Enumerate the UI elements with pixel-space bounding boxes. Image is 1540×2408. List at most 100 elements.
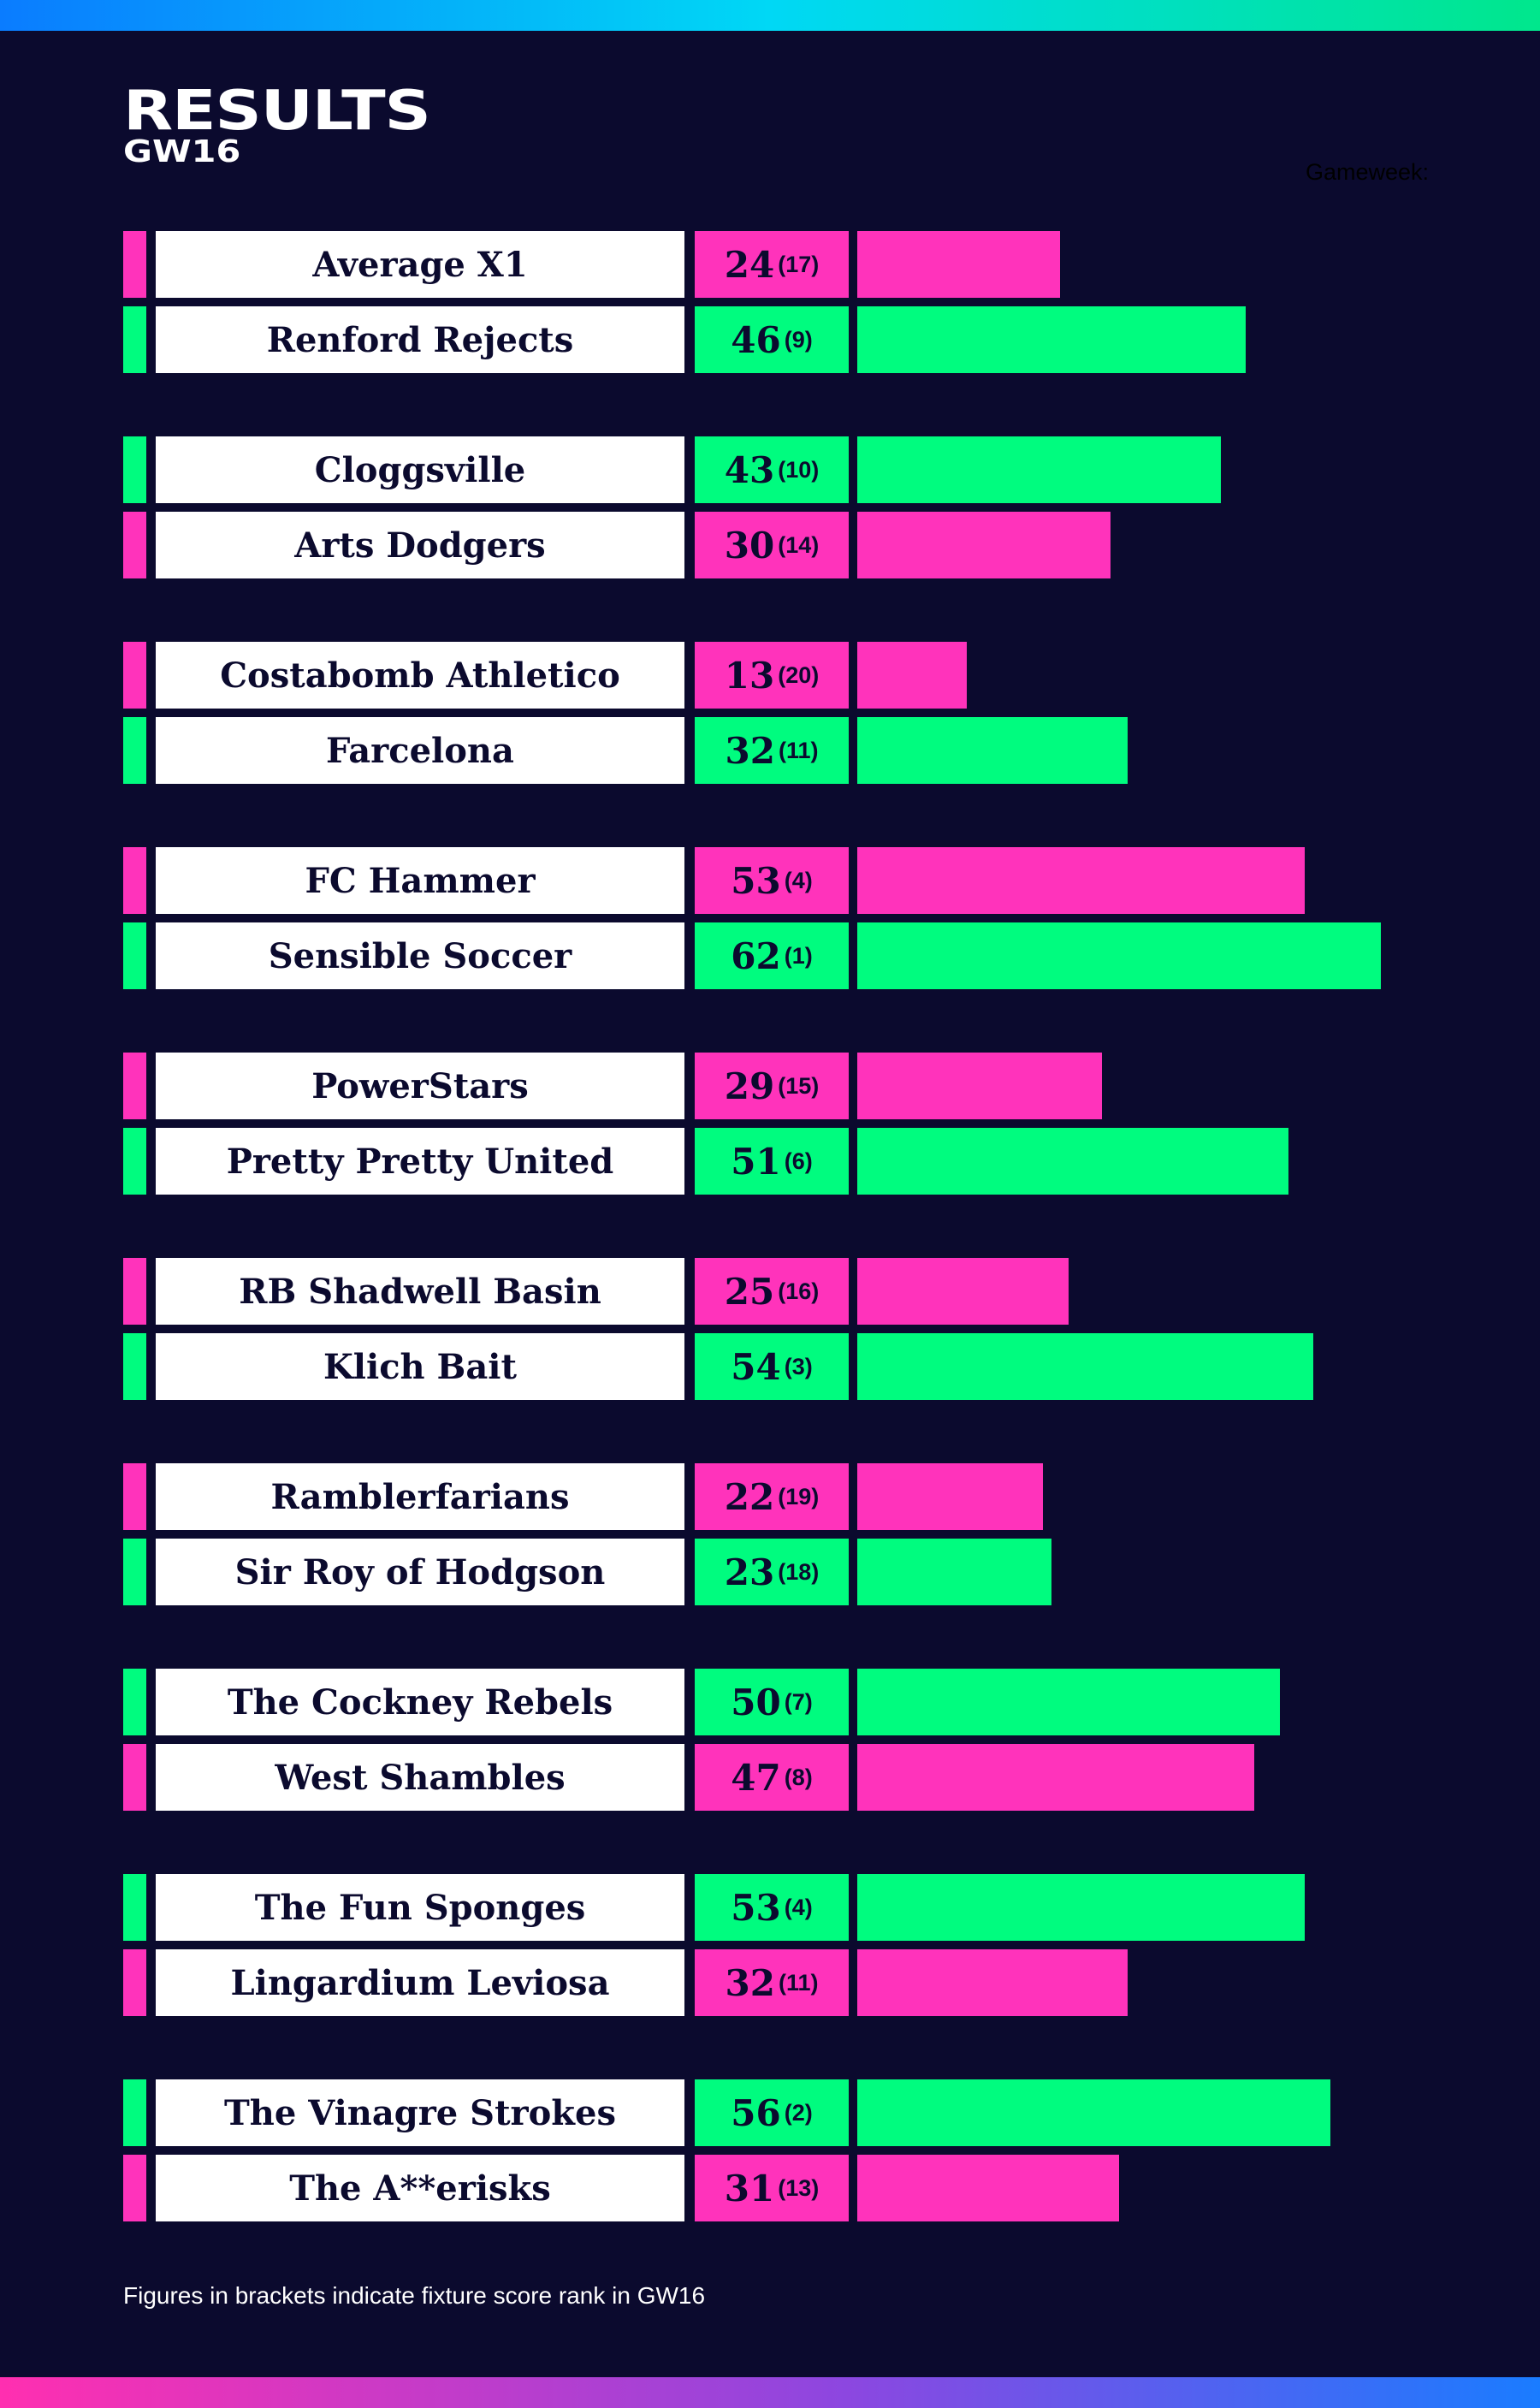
score-bar [857, 1053, 1102, 1119]
score-box: 31 (13) [695, 2155, 849, 2221]
team-row: The Vinagre Strokes 56 (2) [0, 2079, 1540, 2146]
score-box: 47 (8) [695, 1744, 849, 1811]
score-box: 13 (20) [695, 642, 849, 709]
score-value: 62 [731, 934, 781, 977]
team-name-box: The Fun Sponges [156, 1874, 684, 1941]
team-name: Klich Bait [323, 1346, 517, 1387]
gameweek-subtitle: GW16 [123, 134, 241, 169]
score-value: 53 [731, 859, 781, 902]
score-box: 62 (1) [695, 922, 849, 989]
team-row: Lingardium Leviosa 32 (11) [0, 1949, 1540, 2016]
score-rank: (8) [784, 1764, 813, 1790]
score-value: 30 [724, 524, 775, 566]
score-rank: (9) [784, 326, 813, 353]
score-box: 56 (2) [695, 2079, 849, 2146]
footnote: Figures in brackets indicate fixture sco… [123, 2282, 706, 2309]
result-swatch [123, 642, 146, 709]
result-swatch [123, 1258, 146, 1325]
score-rank: (7) [784, 1688, 813, 1715]
score-rank: (1) [784, 942, 813, 969]
score-rank: (6) [784, 1148, 813, 1174]
team-name-box: RB Shadwell Basin [156, 1258, 684, 1325]
score-rank: (17) [778, 251, 820, 277]
team-name-box: Cloggsville [156, 436, 684, 503]
score-value: 25 [724, 1270, 775, 1313]
score-bar [857, 512, 1111, 578]
result-swatch [123, 717, 146, 784]
score-rank: (3) [784, 1353, 813, 1379]
score-box: 54 (3) [695, 1333, 849, 1400]
score-box: 51 (6) [695, 1128, 849, 1195]
score-rank: (13) [778, 2174, 820, 2201]
team-name: Arts Dodgers [294, 525, 546, 566]
score-bar [857, 436, 1221, 503]
team-row: Average X1 24 (17) [0, 231, 1540, 298]
team-row: RB Shadwell Basin 25 (16) [0, 1258, 1540, 1325]
team-name-box: Costabomb Athletico [156, 642, 684, 709]
score-bar [857, 1333, 1313, 1400]
team-name: FC Hammer [305, 860, 536, 901]
score-rank: (10) [778, 456, 820, 483]
score-value: 24 [724, 243, 775, 286]
result-swatch [123, 2155, 146, 2221]
team-name-box: Farcelona [156, 717, 684, 784]
team-row: Sensible Soccer 62 (1) [0, 922, 1540, 989]
score-bar [857, 847, 1305, 914]
team-name: Pretty Pretty United [226, 1141, 614, 1182]
result-swatch [123, 1949, 146, 2016]
score-box: 50 (7) [695, 1669, 849, 1735]
team-row: The Cockney Rebels 50 (7) [0, 1669, 1540, 1735]
score-rank: (15) [778, 1072, 820, 1099]
score-value: 29 [724, 1065, 775, 1107]
score-rank: (11) [778, 1969, 819, 1996]
score-box: 25 (16) [695, 1258, 849, 1325]
score-box: 22 (19) [695, 1463, 849, 1530]
score-bar [857, 2079, 1330, 2146]
team-name: Sensible Soccer [268, 935, 572, 976]
score-rank: (2) [784, 2099, 813, 2126]
score-rank: (19) [778, 1483, 820, 1509]
team-name: PowerStars [311, 1065, 529, 1106]
score-bar [857, 1258, 1069, 1325]
score-value: 56 [731, 2091, 781, 2134]
team-row: Farcelona 32 (11) [0, 717, 1540, 784]
score-bar [857, 717, 1128, 784]
team-name-box: Renford Rejects [156, 306, 684, 373]
score-rank: (16) [778, 1278, 820, 1304]
score-box: 53 (4) [695, 1874, 849, 1941]
score-box: 46 (9) [695, 306, 849, 373]
gameweek-selector-label[interactable]: Gameweek: [1306, 159, 1430, 185]
bottom-gradient-strip [0, 2377, 1540, 2408]
team-name-box: Lingardium Leviosa [156, 1949, 684, 2016]
result-swatch [123, 306, 146, 373]
team-name: Ramblerfarians [270, 1476, 570, 1517]
result-swatch [123, 847, 146, 914]
team-row: Sir Roy of Hodgson 23 (18) [0, 1539, 1540, 1605]
score-value: 32 [725, 729, 775, 772]
score-box: 43 (10) [695, 436, 849, 503]
score-bar [857, 1949, 1128, 2016]
score-bar [857, 922, 1381, 989]
team-name: Lingardium Leviosa [230, 1962, 610, 2003]
team-name-box: The Vinagre Strokes [156, 2079, 684, 2146]
team-name-box: Average X1 [156, 231, 684, 298]
result-swatch [123, 512, 146, 578]
score-box: 32 (11) [695, 1949, 849, 2016]
score-bar [857, 1669, 1280, 1735]
team-name: Sir Roy of Hodgson [234, 1551, 606, 1592]
team-name: Farcelona [326, 730, 514, 771]
team-row: Klich Bait 54 (3) [0, 1333, 1540, 1400]
score-rank: (14) [778, 531, 820, 558]
team-name-box: The A**erisks [156, 2155, 684, 2221]
result-swatch [123, 2079, 146, 2146]
score-value: 32 [725, 1961, 775, 2004]
score-value: 47 [731, 1756, 781, 1799]
team-name-box: PowerStars [156, 1053, 684, 1119]
team-row: Cloggsville 43 (10) [0, 436, 1540, 503]
score-bar [857, 2155, 1119, 2221]
score-box: 53 (4) [695, 847, 849, 914]
team-row: Costabomb Athletico 13 (20) [0, 642, 1540, 709]
team-name-box: Klich Bait [156, 1333, 684, 1400]
team-row: West Shambles 47 (8) [0, 1744, 1540, 1811]
score-value: 46 [731, 318, 781, 361]
